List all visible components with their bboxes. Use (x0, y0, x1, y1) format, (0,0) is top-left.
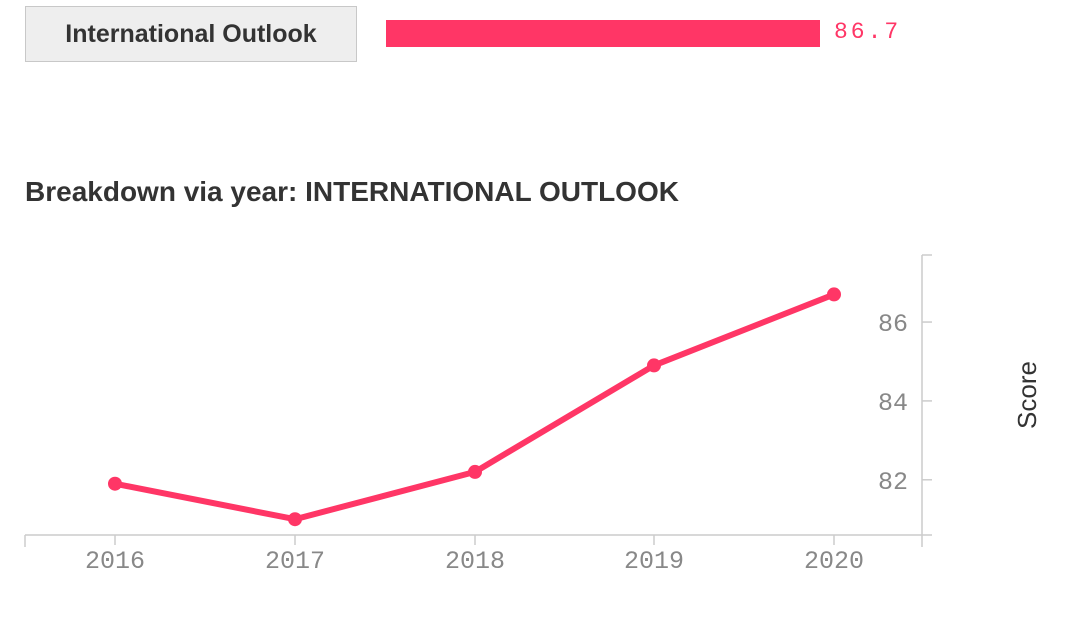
series-line (112, 291, 837, 523)
data-point (288, 512, 302, 527)
series-layer (108, 287, 841, 527)
chart-title: Breakdown via year: INTERNATIONAL OUTLOO… (25, 176, 679, 207)
data-point (468, 464, 482, 479)
x-tick-label: 2016 (85, 547, 145, 576)
data-point (647, 358, 661, 373)
data-point (108, 476, 122, 491)
score-bar-fill (386, 20, 820, 47)
y-axis-title: Score (1012, 361, 1042, 429)
x-tick-label: 2018 (445, 547, 505, 576)
data-point (827, 287, 841, 302)
x-tick-label: 2017 (265, 547, 325, 576)
y-tick-label: 86 (878, 310, 908, 339)
y-tick-label: 84 (878, 389, 908, 418)
score-value: 86.7 (834, 19, 902, 45)
metric-button[interactable]: International Outlook (25, 6, 357, 62)
x-tick-label: 2020 (804, 547, 864, 576)
score-bar (386, 20, 886, 47)
tick-labels: 2016 2017 2018 2019 2020 82 84 86 (85, 310, 908, 576)
x-tick-label: 2019 (624, 547, 684, 576)
y-tick-label: 82 (878, 468, 908, 497)
axes (24, 254, 932, 547)
